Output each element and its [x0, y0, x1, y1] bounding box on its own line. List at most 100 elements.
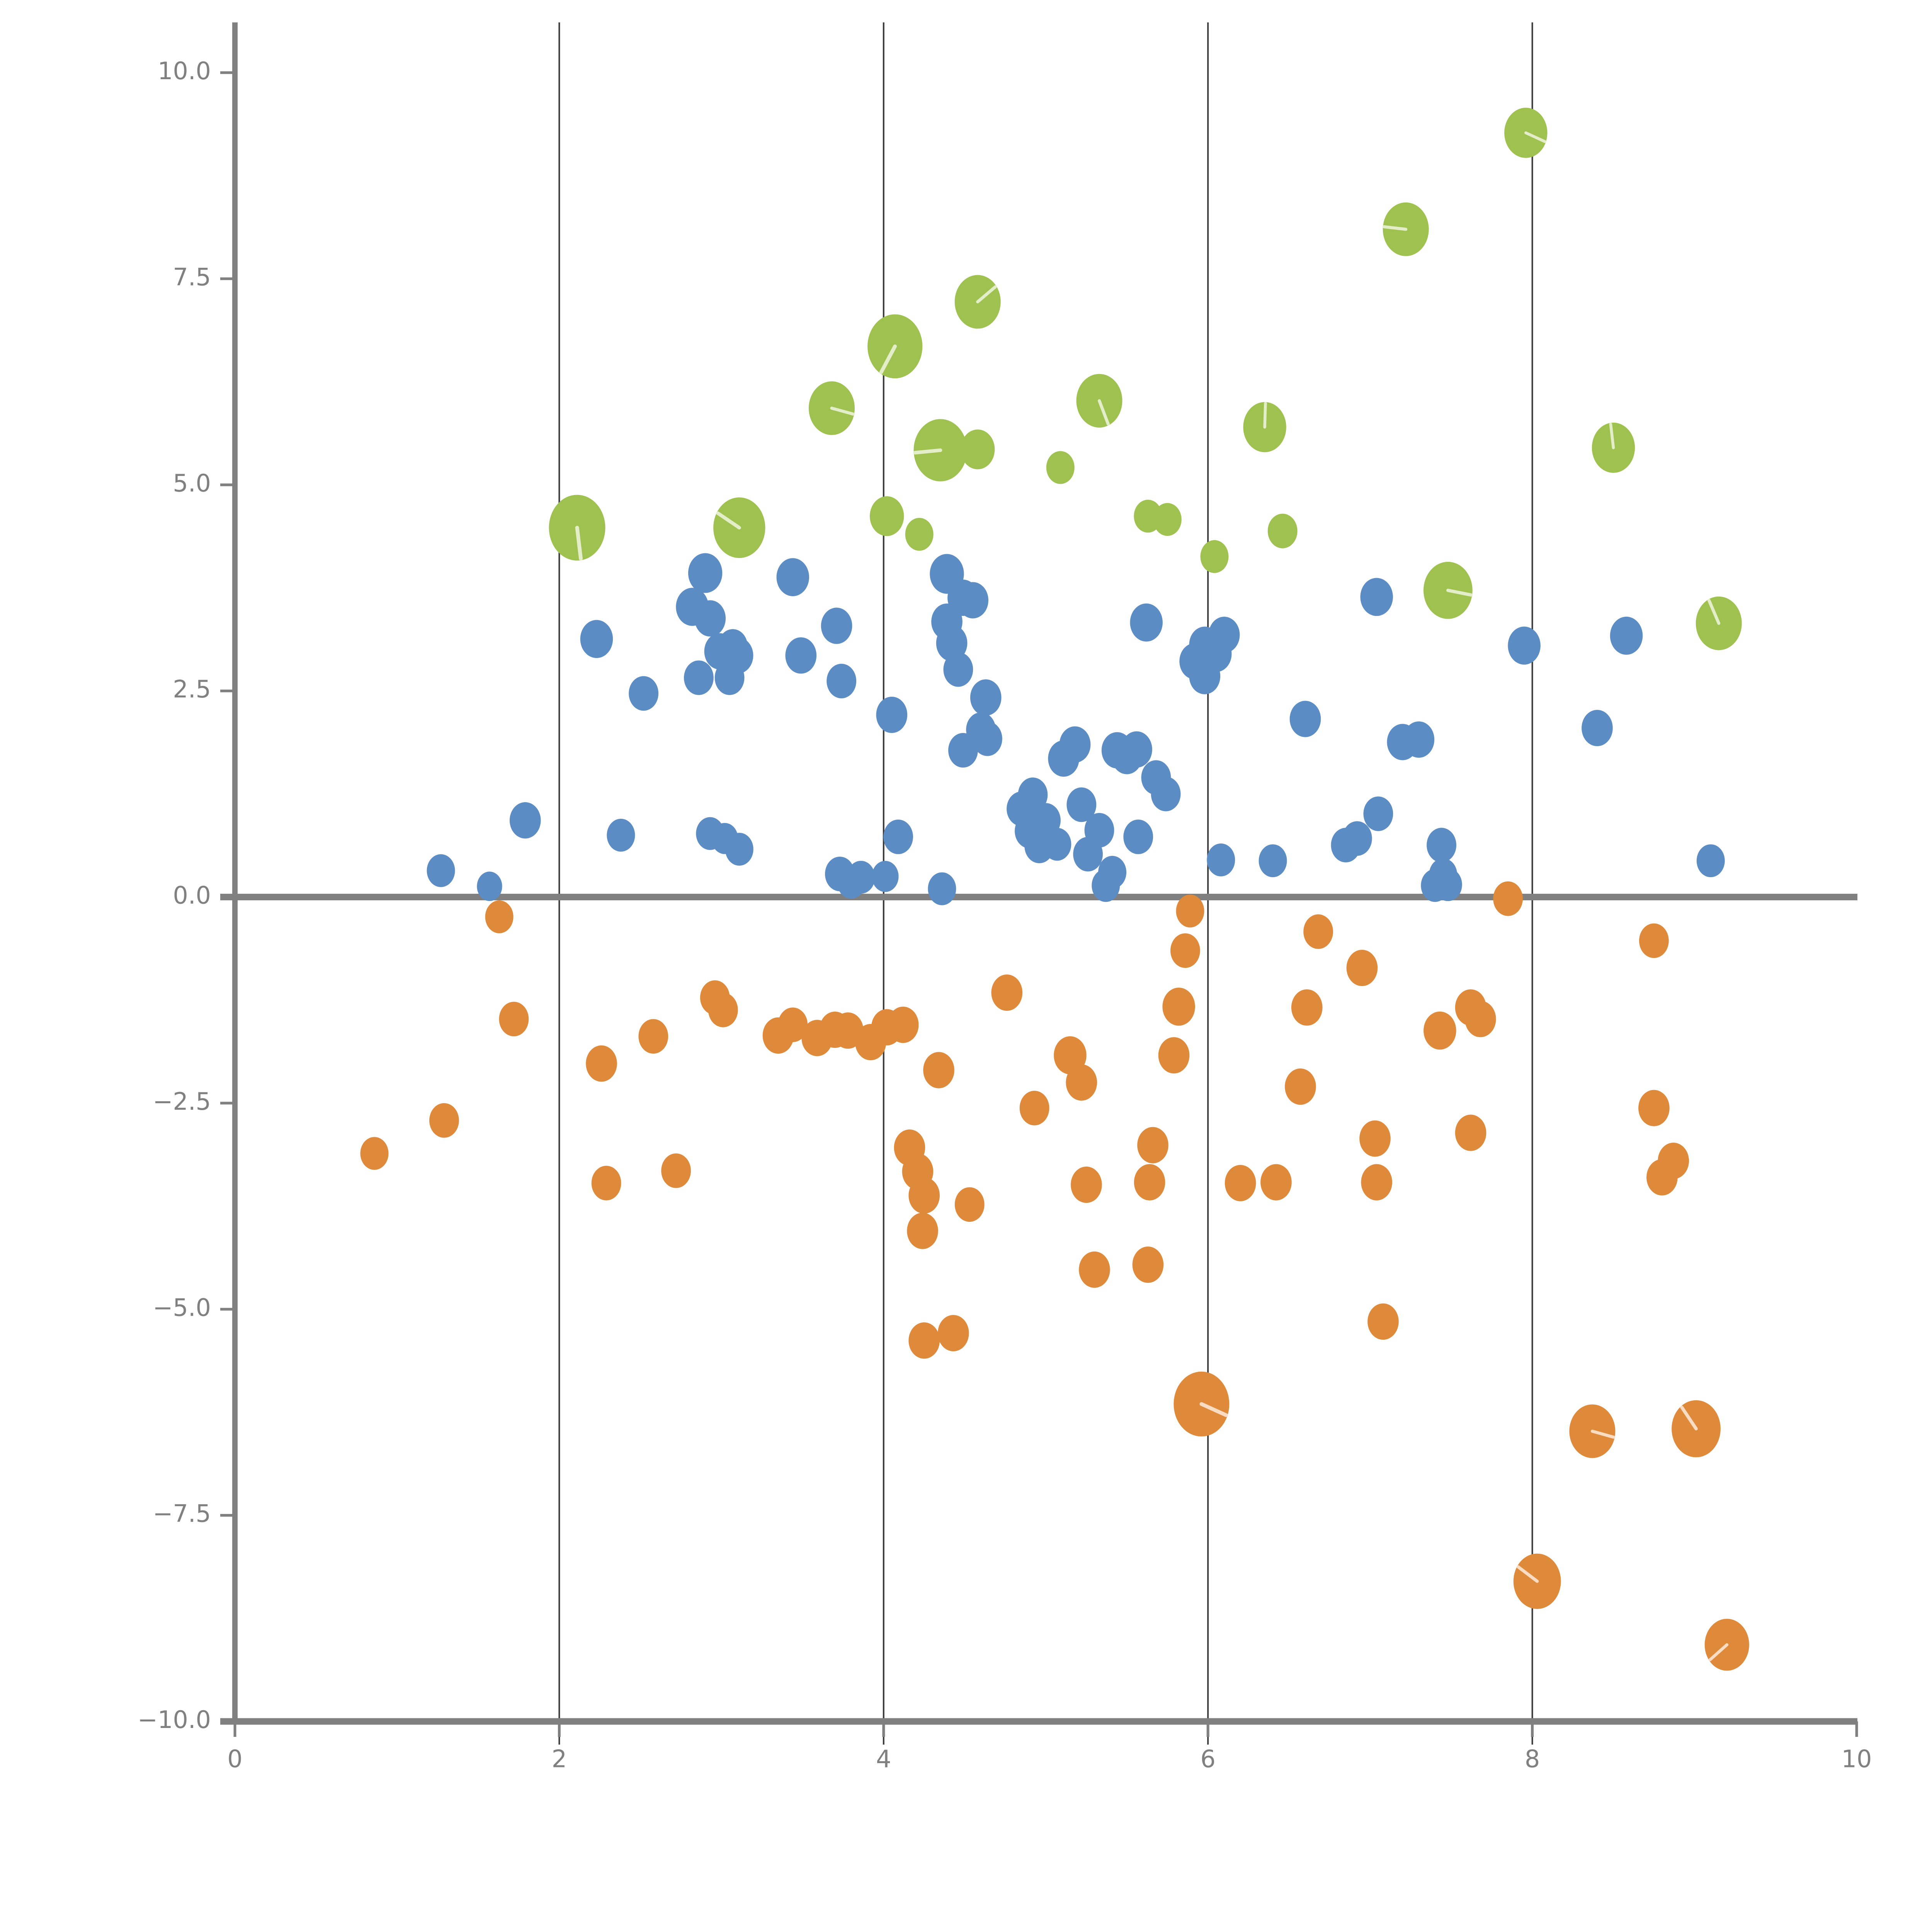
data-point[interactable]	[1043, 828, 1071, 861]
data-point[interactable]	[1434, 868, 1462, 901]
data-point[interactable]	[776, 558, 810, 596]
data-point[interactable]	[1363, 796, 1393, 831]
data-point[interactable]	[907, 1213, 938, 1249]
data-point[interactable]	[1303, 914, 1333, 949]
data-point[interactable]	[688, 553, 723, 593]
data-point[interactable]	[1071, 1167, 1102, 1203]
data-point[interactable]	[943, 652, 973, 687]
data-point[interactable]	[1582, 710, 1613, 747]
data-point[interactable]	[887, 1007, 919, 1043]
data-point[interactable]	[1259, 844, 1287, 878]
data-point[interactable]	[923, 1052, 954, 1088]
data-point[interactable]	[870, 496, 904, 536]
data-point[interactable]	[1176, 895, 1204, 928]
data-point[interactable]	[1207, 843, 1235, 877]
data-point[interactable]	[1638, 1090, 1670, 1126]
data-point[interactable]	[725, 833, 753, 866]
data-point[interactable]	[778, 1007, 808, 1042]
data-point[interactable]	[477, 871, 502, 901]
data-point[interactable]	[1639, 923, 1669, 958]
data-point[interactable]	[908, 1322, 940, 1359]
data-point[interactable]	[1696, 844, 1725, 878]
data-point[interactable]	[1162, 987, 1195, 1026]
data-point[interactable]	[1200, 540, 1229, 573]
data-point[interactable]	[1267, 514, 1298, 549]
data-point[interactable]	[1289, 701, 1321, 737]
data-point[interactable]	[1427, 828, 1456, 862]
data-point[interactable]	[991, 974, 1023, 1011]
data-point[interactable]	[1367, 1303, 1399, 1340]
data-point[interactable]	[928, 872, 956, 905]
data-point[interactable]	[694, 600, 726, 637]
data-point[interactable]	[908, 1177, 940, 1214]
data-point[interactable]	[1423, 1011, 1456, 1050]
data-point[interactable]	[1134, 1164, 1165, 1201]
data-point[interactable]	[708, 992, 738, 1027]
data-point[interactable]	[1121, 731, 1152, 768]
data-point[interactable]	[1342, 821, 1372, 856]
data-point[interactable]	[905, 518, 934, 551]
data-point[interactable]	[684, 660, 714, 695]
data-point[interactable]	[785, 637, 817, 674]
data-point[interactable]	[1658, 1143, 1689, 1179]
data-point[interactable]	[580, 620, 613, 658]
data-point[interactable]	[936, 625, 968, 662]
data-point[interactable]	[1084, 813, 1114, 848]
data-point[interactable]	[847, 861, 875, 894]
data-point[interactable]	[1066, 1064, 1097, 1101]
data-point[interactable]	[1153, 503, 1182, 536]
data-point[interactable]	[937, 1315, 969, 1352]
data-point[interactable]	[427, 854, 455, 887]
data-point[interactable]	[957, 582, 988, 619]
data-point[interactable]	[876, 696, 908, 733]
data-point[interactable]	[1132, 1247, 1164, 1283]
data-point[interactable]	[821, 607, 852, 644]
data-point[interactable]	[1046, 451, 1075, 484]
data-point[interactable]	[586, 1045, 617, 1082]
data-point[interactable]	[1019, 1090, 1049, 1126]
data-point[interactable]	[591, 1166, 621, 1201]
data-point[interactable]	[1225, 1165, 1256, 1201]
data-point[interactable]	[883, 819, 913, 854]
data-point[interactable]	[1291, 989, 1323, 1026]
data-point[interactable]	[1260, 1164, 1292, 1201]
data-point[interactable]	[429, 1103, 459, 1138]
data-point[interactable]	[1137, 1127, 1168, 1163]
data-point[interactable]	[661, 1153, 691, 1188]
data-point[interactable]	[961, 429, 995, 469]
data-point[interactable]	[827, 663, 857, 699]
data-point[interactable]	[360, 1137, 389, 1170]
data-point[interactable]	[638, 1019, 668, 1054]
data-point[interactable]	[1018, 777, 1048, 812]
data-point[interactable]	[872, 861, 899, 892]
data-point[interactable]	[973, 721, 1002, 756]
data-point[interactable]	[1359, 1120, 1391, 1157]
data-point[interactable]	[970, 679, 1002, 716]
data-point[interactable]	[1403, 721, 1435, 758]
data-point[interactable]	[1123, 819, 1153, 854]
data-point[interactable]	[1455, 1114, 1486, 1151]
data-point[interactable]	[722, 637, 753, 674]
data-point[interactable]	[1361, 1164, 1393, 1201]
data-point[interactable]	[1508, 626, 1541, 665]
data-point[interactable]	[1285, 1068, 1316, 1105]
data-point[interactable]	[1208, 617, 1240, 653]
data-point[interactable]	[954, 1187, 985, 1222]
data-point[interactable]	[1151, 777, 1181, 811]
data-point[interactable]	[629, 676, 659, 711]
data-point[interactable]	[499, 1002, 529, 1037]
data-point[interactable]	[1170, 933, 1200, 968]
data-point[interactable]	[1610, 616, 1643, 655]
data-point[interactable]	[1493, 881, 1523, 916]
data-point[interactable]	[1066, 787, 1097, 822]
data-point[interactable]	[1346, 949, 1378, 986]
data-point[interactable]	[485, 900, 514, 934]
data-point[interactable]	[1158, 1037, 1190, 1074]
data-point[interactable]	[1098, 855, 1127, 889]
data-point[interactable]	[1059, 726, 1091, 763]
data-point[interactable]	[1464, 1001, 1496, 1037]
data-point[interactable]	[1360, 578, 1393, 616]
data-point[interactable]	[1130, 603, 1163, 642]
data-point[interactable]	[1079, 1251, 1110, 1288]
